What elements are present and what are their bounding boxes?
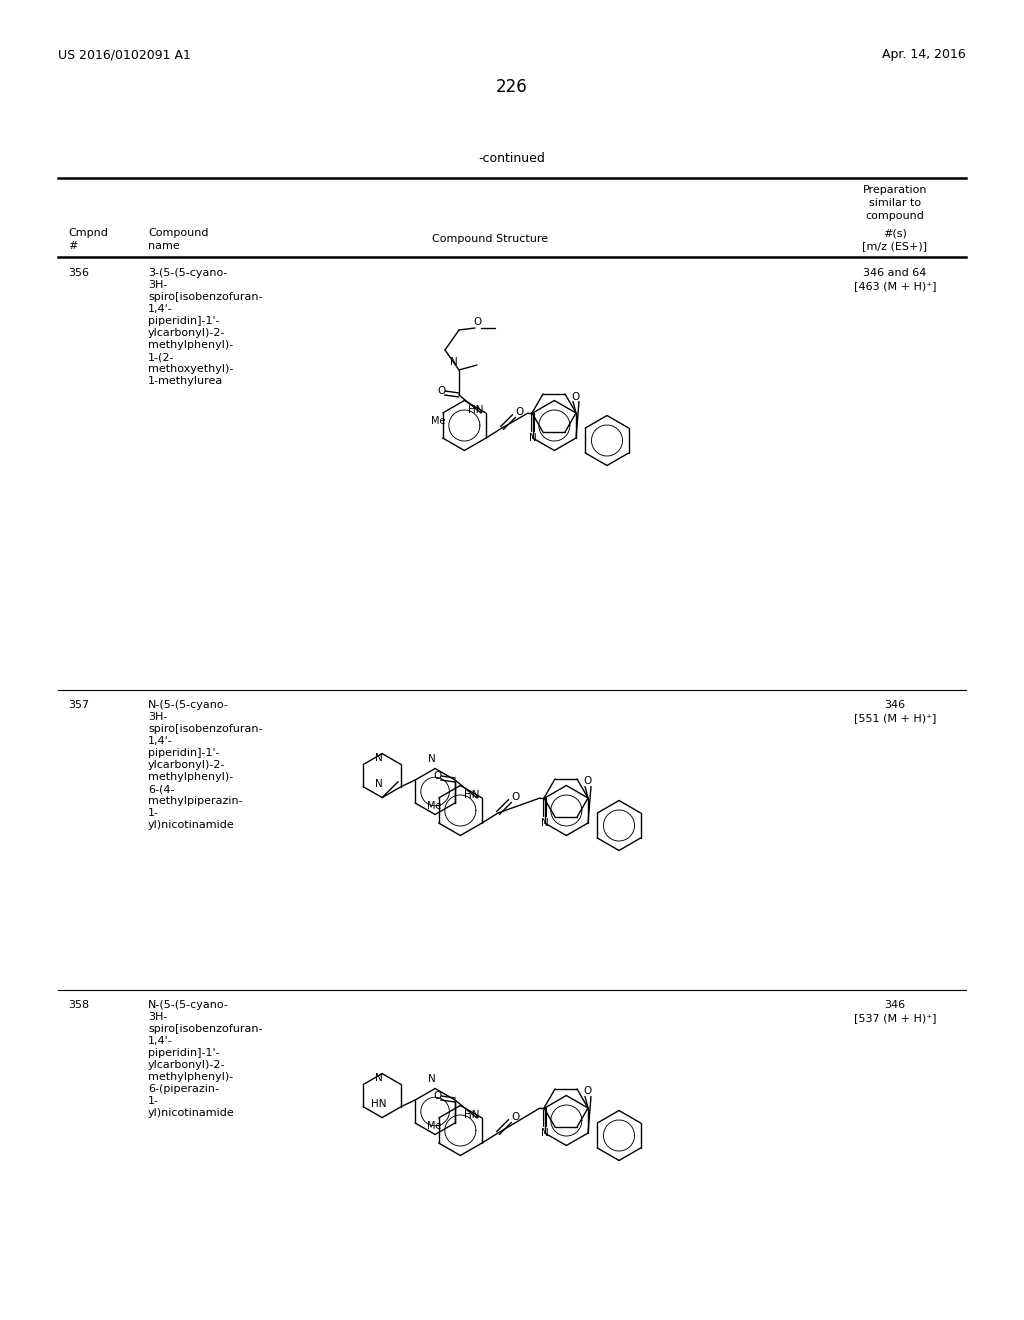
Text: [537 (M + H)⁺]: [537 (M + H)⁺]	[854, 1012, 936, 1023]
Text: ylcarbonyl)-2-: ylcarbonyl)-2-	[148, 327, 225, 338]
Text: 1,4'-: 1,4'-	[148, 1036, 173, 1045]
Text: 1,4'-: 1,4'-	[148, 304, 173, 314]
Text: Compound Structure: Compound Structure	[432, 234, 548, 244]
Text: compound: compound	[865, 211, 925, 220]
Text: N: N	[428, 1073, 436, 1084]
Text: N: N	[541, 818, 549, 828]
Text: piperidin]-1'-: piperidin]-1'-	[148, 315, 219, 326]
Text: 6-(piperazin-: 6-(piperazin-	[148, 1084, 219, 1094]
Text: O: O	[584, 776, 592, 787]
Text: Me: Me	[431, 416, 445, 426]
Text: 3H-: 3H-	[148, 1012, 167, 1022]
Text: 226: 226	[496, 78, 528, 96]
Text: 346: 346	[885, 1001, 905, 1010]
Text: O: O	[584, 1086, 592, 1097]
Text: HN: HN	[464, 789, 479, 800]
Text: Cmpnd: Cmpnd	[68, 228, 108, 238]
Text: [551 (M + H)⁺]: [551 (M + H)⁺]	[854, 713, 936, 723]
Text: 356: 356	[68, 268, 89, 279]
Text: O: O	[433, 1092, 441, 1101]
Text: piperidin]-1'-: piperidin]-1'-	[148, 1048, 219, 1059]
Text: N: N	[528, 433, 537, 444]
Text: N: N	[541, 1129, 549, 1138]
Text: O: O	[433, 771, 441, 781]
Text: similar to: similar to	[869, 198, 921, 209]
Text: 346: 346	[885, 700, 905, 710]
Text: methoxyethyl)-: methoxyethyl)-	[148, 364, 233, 374]
Text: 1-: 1-	[148, 808, 159, 818]
Text: HN: HN	[464, 1110, 479, 1119]
Text: methylphenyl)-: methylphenyl)-	[148, 772, 233, 781]
Text: spiro[isobenzofuran-: spiro[isobenzofuran-	[148, 723, 262, 734]
Text: 3-(5-(5-cyano-: 3-(5-(5-cyano-	[148, 268, 227, 279]
Text: N: N	[451, 356, 458, 367]
Text: 1,4'-: 1,4'-	[148, 737, 173, 746]
Text: #: #	[68, 242, 78, 251]
Text: Me: Me	[427, 801, 442, 810]
Text: Apr. 14, 2016: Apr. 14, 2016	[883, 48, 966, 61]
Text: HN: HN	[372, 1098, 387, 1109]
Text: N: N	[375, 1073, 383, 1082]
Text: O: O	[437, 385, 445, 396]
Text: 346 and 64: 346 and 64	[863, 268, 927, 279]
Text: 1-methylurea: 1-methylurea	[148, 376, 223, 385]
Text: US 2016/0102091 A1: US 2016/0102091 A1	[58, 48, 190, 61]
Text: [463 (M + H)⁺]: [463 (M + H)⁺]	[854, 281, 936, 290]
Text: Me: Me	[427, 1121, 442, 1131]
Text: N: N	[428, 754, 436, 763]
Text: Compound: Compound	[148, 228, 209, 238]
Text: 3H-: 3H-	[148, 711, 167, 722]
Text: yl)nicotinamide: yl)nicotinamide	[148, 820, 234, 830]
Text: #(s): #(s)	[883, 228, 907, 238]
Text: 6-(4-: 6-(4-	[148, 784, 174, 795]
Text: -continued: -continued	[478, 152, 546, 165]
Text: piperidin]-1'-: piperidin]-1'-	[148, 748, 219, 758]
Text: Preparation: Preparation	[863, 185, 928, 195]
Text: methylpiperazin-: methylpiperazin-	[148, 796, 243, 807]
Text: HN: HN	[468, 405, 483, 414]
Text: 358: 358	[68, 1001, 89, 1010]
Text: methylphenyl)-: methylphenyl)-	[148, 1072, 233, 1082]
Text: ylcarbonyl)-2-: ylcarbonyl)-2-	[148, 1060, 225, 1071]
Text: 1-(2-: 1-(2-	[148, 352, 174, 362]
Text: 1-: 1-	[148, 1096, 159, 1106]
Text: N-(5-(5-cyano-: N-(5-(5-cyano-	[148, 700, 229, 710]
Text: spiro[isobenzofuran-: spiro[isobenzofuran-	[148, 1024, 262, 1034]
Text: yl)nicotinamide: yl)nicotinamide	[148, 1107, 234, 1118]
Text: methylphenyl)-: methylphenyl)-	[148, 341, 233, 350]
Text: [m/z (ES+)]: [m/z (ES+)]	[862, 242, 928, 251]
Text: O: O	[515, 407, 523, 417]
Text: N: N	[375, 752, 383, 763]
Text: spiro[isobenzofuran-: spiro[isobenzofuran-	[148, 292, 262, 302]
Text: 3H-: 3H-	[148, 280, 167, 290]
Text: name: name	[148, 242, 180, 251]
Text: N-(5-(5-cyano-: N-(5-(5-cyano-	[148, 1001, 229, 1010]
Text: O: O	[571, 392, 581, 401]
Text: O: O	[473, 317, 481, 327]
Text: O: O	[511, 792, 519, 803]
Text: ylcarbonyl)-2-: ylcarbonyl)-2-	[148, 760, 225, 770]
Text: O: O	[511, 1111, 519, 1122]
Text: N: N	[375, 779, 383, 788]
Text: 357: 357	[68, 700, 89, 710]
